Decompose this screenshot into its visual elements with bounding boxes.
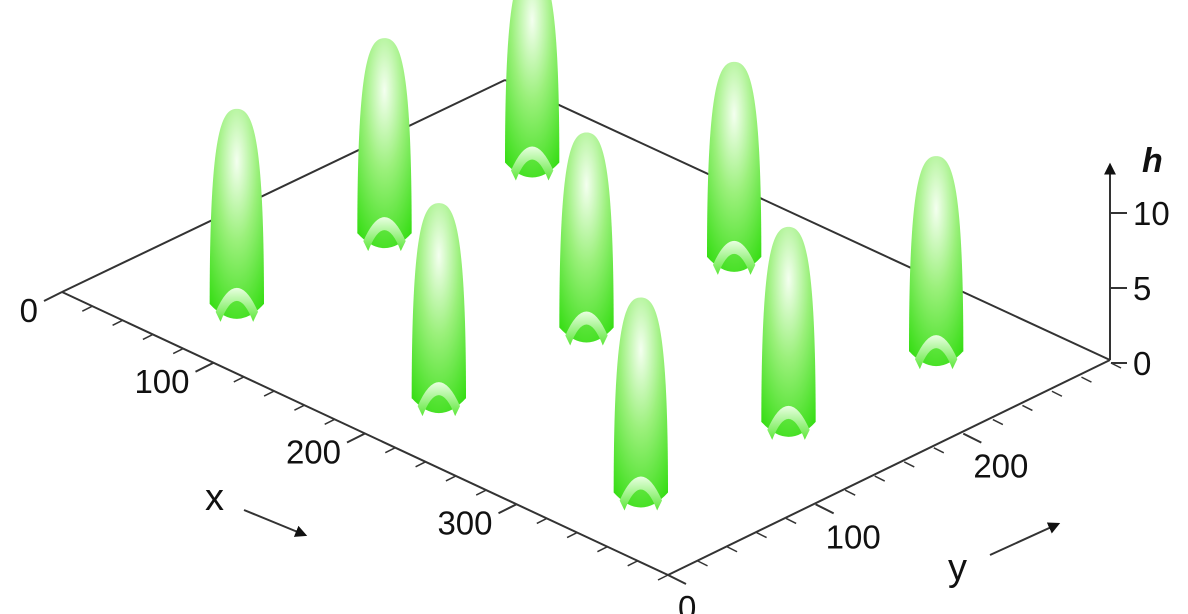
surface-cap [357, 38, 412, 252]
x-minor-tick [233, 376, 245, 383]
x-minor-tick [566, 531, 578, 539]
y-tick-label: 200 [973, 448, 1028, 485]
x-tick-label: 100 [134, 363, 189, 400]
x-axis-ticks: 0 100 200 300 [20, 291, 517, 541]
cap-wall [565, 311, 608, 346]
surface-cap [707, 61, 762, 275]
cap-wall [712, 240, 756, 275]
y-minor-tick [1051, 390, 1063, 397]
y-tick-mark [667, 574, 687, 585]
x-minor-tick [384, 446, 396, 454]
cap-dome [909, 156, 964, 367]
cap-dome [357, 38, 412, 249]
cap-wall [767, 405, 810, 440]
x-tick-label: 200 [286, 434, 341, 471]
surface-cap [613, 297, 668, 511]
y-minor-tick [844, 489, 856, 496]
surface-cap [411, 203, 466, 417]
x-minor-tick [597, 546, 608, 553]
x-tick-label: 0 [20, 292, 38, 329]
x-minor-tick [445, 475, 457, 482]
x-minor-tick [415, 461, 426, 468]
x-minor-tick [142, 333, 154, 341]
h-axis-label: h [1142, 142, 1163, 180]
x-axis-arrow-icon [243, 509, 308, 537]
y-axis-arrow-icon [989, 522, 1061, 556]
x-minor-tick [112, 319, 123, 326]
x-minor-tick [475, 489, 487, 496]
cap-dome [411, 203, 466, 414]
y-axis-ticks: 0 100 200 [667, 432, 1028, 614]
cap-dome [209, 108, 264, 319]
x-axis-label: x [205, 477, 224, 519]
y-minor-tick [756, 531, 767, 539]
x-minor-tick [536, 517, 548, 525]
x-minor-tick [324, 418, 336, 426]
y-tick-label: 100 [826, 518, 881, 555]
surface-caps [209, 0, 964, 511]
x-minor-tick [627, 560, 639, 567]
y-tick-label: 0 [678, 589, 696, 614]
x-tick-label: 300 [437, 504, 492, 541]
y-minor-tick [1081, 376, 1092, 383]
y-minor-tick [785, 517, 797, 525]
surface-cap [209, 108, 264, 322]
surface-cap [909, 156, 964, 370]
cap-wall [215, 287, 259, 322]
y-minor-tick [903, 461, 915, 468]
h-tick-label: 5 [1133, 270, 1151, 307]
x-minor-tick [263, 390, 275, 397]
y-minor-tick [1022, 404, 1033, 412]
surface-cap [559, 132, 614, 346]
y-minor-tick [697, 560, 708, 567]
cap-wall [417, 382, 461, 417]
y-tick-mark [815, 503, 835, 515]
x-minor-tick [657, 574, 669, 581]
x-tick-mark [346, 432, 366, 444]
y-axis-label: y [948, 547, 967, 589]
h-axis-ticks: 0 5 10 [1111, 195, 1170, 382]
x-tick-mark [43, 291, 63, 302]
x-minor-tick [172, 347, 184, 355]
back-left-edge [61, 79, 506, 293]
y-axis-line [667, 359, 1111, 576]
cap-dome [761, 226, 816, 437]
x-minor-tick [294, 404, 305, 411]
x-axis-title: x [205, 477, 308, 537]
y-axis-title: y [948, 522, 1061, 589]
h-tick-label: 10 [1133, 195, 1170, 232]
cap-dome [559, 132, 614, 343]
cap-dome [613, 297, 668, 508]
cap-dome [707, 61, 762, 272]
cap-dome [505, 0, 560, 178]
cap-wall [914, 335, 958, 370]
cap-wall [363, 217, 406, 252]
x-minor-tick [81, 305, 93, 312]
y-minor-tick [933, 447, 945, 454]
y-minor-tick [992, 418, 1004, 426]
cap-wall [510, 146, 554, 181]
surface-cap [761, 226, 816, 440]
y-minor-tick [874, 475, 886, 482]
h-tick-label: 0 [1133, 345, 1151, 382]
y-minor-tick [726, 546, 738, 553]
x-tick-mark [195, 361, 214, 373]
cap-wall [619, 476, 663, 511]
y-tick-mark [962, 432, 982, 444]
back-right-edge [504, 79, 1111, 361]
surface-cap [505, 0, 560, 181]
x-tick-mark [498, 503, 517, 515]
